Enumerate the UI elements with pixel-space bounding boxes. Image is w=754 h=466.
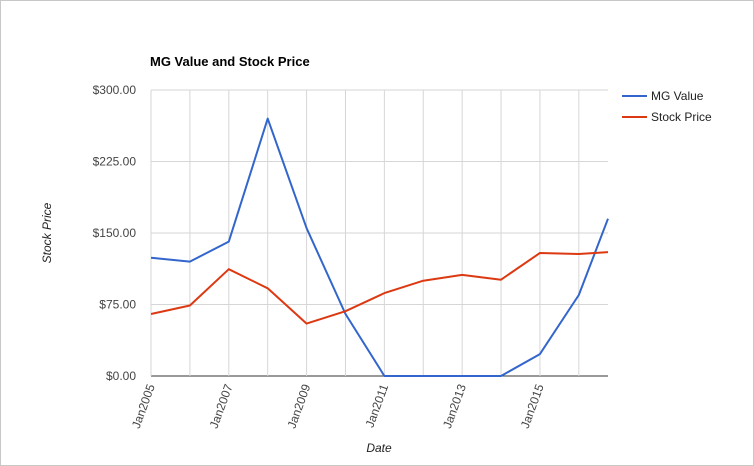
y-tick-label: $300.00 bbox=[93, 83, 137, 97]
chart-title: MG Value and Stock Price bbox=[150, 54, 310, 69]
series-line-mg-value bbox=[150, 117, 609, 377]
y-tick-labels: $0.00 $75.00 $150.00 $225.00 $300.00 bbox=[93, 83, 137, 383]
x-tick-label: Jan2009 bbox=[284, 382, 313, 430]
series-line-stock-price bbox=[150, 251, 609, 325]
series-lines bbox=[150, 117, 609, 377]
y-tick-label: $225.00 bbox=[93, 155, 137, 169]
x-tick-label: Jan2013 bbox=[440, 382, 469, 430]
y-tick-label: $150.00 bbox=[93, 226, 137, 240]
legend-label: Stock Price bbox=[651, 110, 712, 124]
gridlines bbox=[150, 89, 608, 377]
x-tick-label: Jan2015 bbox=[518, 382, 547, 430]
x-axis-title: Date bbox=[366, 441, 392, 455]
y-axis-title: Stock Price bbox=[40, 202, 54, 263]
y-tick-label: $0.00 bbox=[106, 369, 136, 383]
x-tick-labels: Jan2005 Jan2007 Jan2009 Jan2011 Jan2013 Jan20… bbox=[129, 382, 547, 430]
y-tick-label: $75.00 bbox=[99, 298, 136, 312]
x-tick-label: Jan2005 bbox=[129, 382, 158, 430]
legend-label: MG Value bbox=[651, 89, 704, 103]
legend: MG Value Stock Price bbox=[622, 89, 712, 124]
x-tick-label: Jan2011 bbox=[363, 382, 392, 430]
x-tick-label: Jan2007 bbox=[207, 382, 236, 430]
